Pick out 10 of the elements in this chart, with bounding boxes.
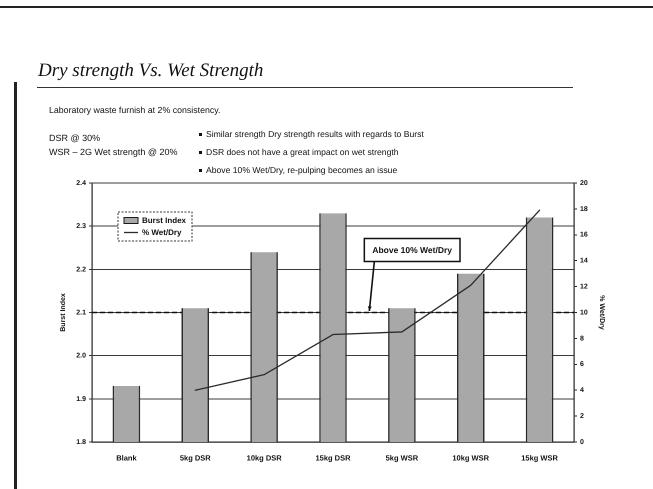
text: Similar strength Dry strength results with regards to Burst [206,129,424,139]
text: DSR does not have a great impact on wet strength [206,147,399,157]
text: Above 10% Wet/Dry, re-pulping becomes an issue [206,165,398,175]
ref-line-label: Above 10% Wet/Dry [372,244,452,255]
chart-title: Dry strength Vs. Wet Strength [38,60,264,82]
legend-label: % Wet/Dry [142,228,182,238]
chart-subtitle: Laboratory waste furnish at 2% consistency. [49,104,220,116]
text: DSR @ 30% [49,132,102,145]
text: WSR – 2G Wet strength @ 20% [49,146,178,159]
legend-label: Burst Index [142,216,187,226]
